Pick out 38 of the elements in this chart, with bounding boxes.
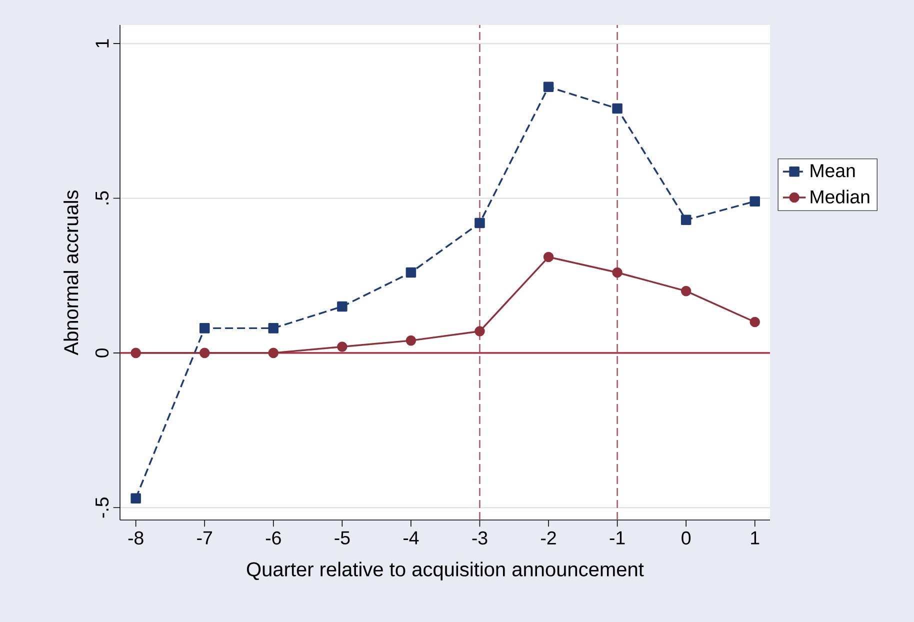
y-tick-label: -.5	[96, 498, 109, 518]
point	[406, 335, 416, 346]
point	[268, 348, 279, 358]
x-tick-label: -8	[128, 531, 144, 545]
y-axis-title: Abnormal accruals	[64, 190, 78, 356]
point	[612, 267, 622, 278]
point	[130, 348, 141, 358]
point	[337, 342, 348, 352]
x-tick-label: -7	[197, 531, 212, 544]
point	[543, 252, 554, 262]
x-axis-title: Quarter relative to acquisition announcement	[246, 562, 644, 580]
point	[474, 218, 485, 228]
x-tick-label: -4	[403, 531, 419, 544]
x-tick-label: 1	[751, 531, 760, 544]
x-tick-label: -2	[541, 531, 556, 544]
legend-label: Mean	[810, 164, 855, 178]
x-tick-label: -3	[472, 531, 488, 545]
y-tick-label: .5	[96, 191, 109, 204]
point	[406, 267, 416, 278]
point	[680, 286, 692, 296]
point	[612, 103, 622, 114]
point	[750, 316, 760, 328]
point	[750, 196, 760, 206]
point	[680, 214, 692, 226]
point	[199, 348, 210, 358]
point	[474, 326, 485, 336]
y-tick-label: 0	[95, 348, 109, 358]
point	[543, 82, 554, 92]
y-tick-label: 1	[96, 39, 109, 48]
x-tick-label: -5	[334, 531, 350, 544]
point	[268, 323, 279, 334]
point	[130, 493, 141, 504]
x-tick-label: -1	[610, 531, 625, 544]
legend-label: Median	[810, 190, 870, 204]
x-tick-label: 0	[682, 531, 691, 545]
point	[337, 301, 348, 312]
x-tick-label: -6	[266, 531, 281, 545]
point	[199, 323, 210, 334]
